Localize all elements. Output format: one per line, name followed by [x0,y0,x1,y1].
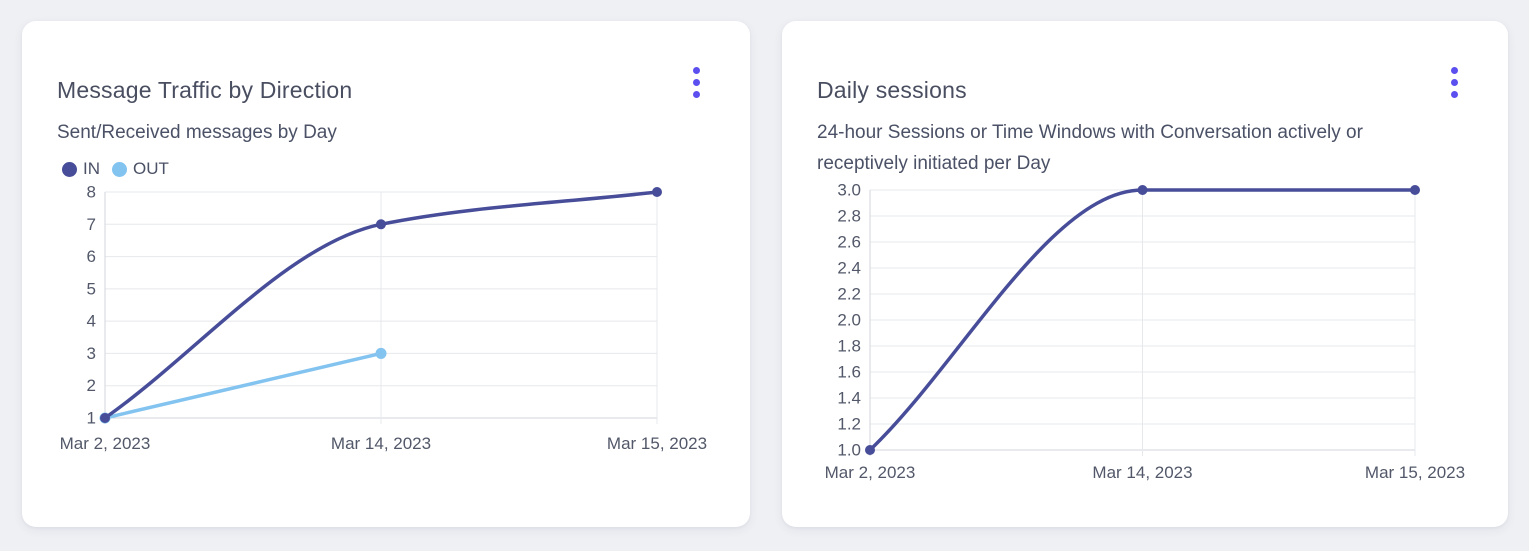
data-point [100,413,110,423]
legend-label-out: OUT [133,159,169,178]
y-tick-label: 3.0 [837,181,861,200]
daily-sessions-chart: 1.0 1.2 1.4 1.6 1.8 2.0 2.2 2.4 2.6 2.8 3.0 Mar 2, … [825,181,1465,483]
x-tick-label: Mar 15, 2023 [1365,463,1465,482]
daily-sessions-card: Daily sessions 24-hour Sessions or Time … [782,21,1508,527]
y-tick-label: 1.2 [837,415,861,434]
kebab-menu-icon[interactable] [689,63,704,102]
data-point [652,187,662,197]
legend-dot-out [112,161,127,177]
y-tick-label: 2.2 [837,285,861,304]
data-point [865,445,875,455]
card-subtitle: 24-hour Sessions or Time Windows with Co… [817,122,1363,174]
message-traffic-chart: 1 2 3 4 5 6 7 8 Mar 2, 2023 Mar 14, 2023 Mar 15, 2… [60,183,707,454]
y-tick-label: 4 [87,312,96,331]
card-title: Daily sessions [817,77,967,104]
y-tick-label: 2.4 [837,259,861,278]
legend-item-out[interactable]: OUT [112,159,169,179]
x-tick-label: Mar 15, 2023 [607,434,707,453]
y-tick-label: 1.0 [837,441,861,460]
card-subtitle: Sent/Received messages by Day [57,122,337,143]
y-tick-label: 5 [87,279,96,298]
kebab-dot [1451,67,1458,74]
chart-legend: IN OUT [62,159,169,179]
y-tick-label: 6 [87,247,96,266]
y-tick-label: 1.4 [837,389,861,408]
kebab-dot [693,67,700,74]
legend-item-in[interactable]: IN [62,159,100,179]
y-tick-label: 7 [87,215,96,234]
y-tick-label: 2.8 [837,207,861,226]
legend-label-in: IN [83,159,100,178]
x-tick-label: Mar 14, 2023 [1092,463,1192,482]
series-line [103,351,383,420]
kebab-dot [1451,91,1458,98]
legend-dot-in [62,161,77,177]
y-tick-label: 8 [87,183,96,202]
y-tick-label: 1.6 [837,363,861,382]
message-traffic-card: Message Traffic by Direction Sent/Receiv… [22,21,750,527]
y-tick-label: 2 [87,376,96,395]
card-title: Message Traffic by Direction [57,77,353,104]
kebab-dot [693,91,700,98]
y-tick-label: 1 [87,409,96,428]
data-point [1410,185,1420,195]
series-line [868,188,1417,452]
kebab-menu-icon[interactable] [1447,63,1462,102]
data-point [375,347,387,359]
x-tick-label: Mar 2, 2023 [825,463,916,482]
data-point [376,219,386,230]
y-tick-label: 1.8 [837,337,861,356]
x-tick-label: Mar 14, 2023 [331,434,431,453]
data-point [1137,185,1148,195]
y-tick-label: 2.0 [837,311,861,330]
kebab-dot [1451,79,1458,86]
x-tick-label: Mar 2, 2023 [60,434,151,453]
y-tick-label: 3 [87,344,96,363]
kebab-dot [693,79,700,86]
y-tick-label: 2.6 [837,233,861,252]
